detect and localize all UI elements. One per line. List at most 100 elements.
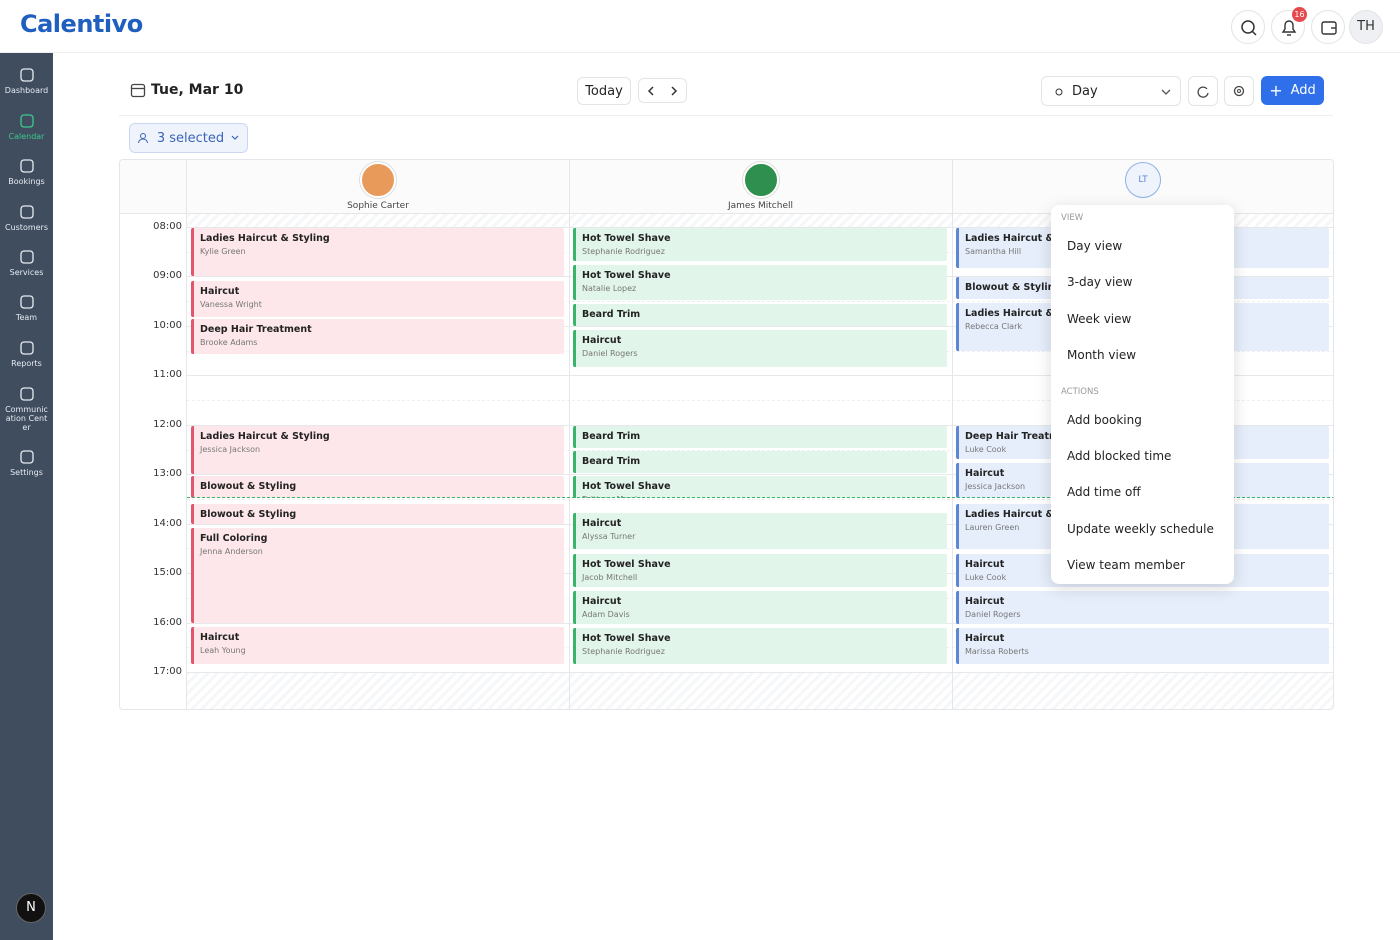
booking[interactable]: Haircut Adam Davis [573,591,947,624]
booking[interactable]: Haircut Vanessa Wright [191,281,564,317]
half-hour-line [187,400,1333,402]
sidebar-item[interactable]: Calendar [0,113,53,141]
booking-customer: Daniel Rogers [582,349,638,358]
booking-customer: Jenna Anderson [200,547,263,556]
sidebar-item[interactable]: Reports [0,340,53,368]
booking-service: Haircut [965,468,1005,479]
previous-button[interactable] [641,81,661,101]
hour-line [187,672,1333,674]
refresh-button[interactable] [1188,76,1218,106]
booking-service: Hot Towel Shave [582,233,671,244]
menu-item[interactable]: Add time off [1067,485,1141,500]
booking-service: Beard Trim [582,431,641,442]
booking-customer: Leah Young [200,646,246,655]
sidebar-label: Customers [4,223,49,232]
menu-section-title: ACTIONS [1061,386,1099,397]
booking-service: Haircut [200,286,240,297]
menu-item[interactable]: Update weekly schedule [1067,521,1214,536]
booking[interactable]: Hot Towel Shave Natalie Lopez [573,265,947,300]
current-date: Tue, Mar 10 [151,82,244,98]
off-hours [187,672,1333,709]
menu-item[interactable]: Add blocked time [1067,449,1172,463]
calendar-icon [130,82,146,102]
booking[interactable]: Ladies Haircut & Styling Jessica Jackson [191,426,564,474]
booking[interactable]: Hot Towel Shave Jacob Mitchell [573,554,947,587]
sidebar-icon [19,159,34,173]
booking-customer: Brittany Morris [582,495,941,498]
sidebar-item[interactable]: Communication Center [0,386,53,432]
view-select[interactable]: Day [1041,76,1181,106]
booking-customer: Daniel Rogers [965,610,1021,619]
add-button[interactable]: + Add [1261,76,1324,105]
booking-service: Haircut [582,335,622,346]
sidebar-item[interactable]: Team [0,294,53,322]
time-label: 16:00 [153,616,182,628]
staff-filter[interactable]: 3 selected [129,123,248,153]
booking-service: Haircut [965,633,1005,644]
column-border [952,160,953,709]
booking[interactable]: Blowout & Styling [191,504,564,524]
booking-service: Haircut [582,596,622,607]
booking[interactable]: Beard Trim [573,304,947,326]
booking-service: Deep Hair Treatment [200,324,312,335]
booking[interactable]: Ladies Haircut & Styling Kylie Green [191,228,564,276]
booking[interactable]: Blowout & Styling [191,476,564,498]
context-menu: VIEW Day view 3-day view Week view Month vie… [1051,205,1234,584]
sidebar-icon [19,68,34,82]
wallet-button[interactable] [1311,10,1345,44]
next-button[interactable] [664,81,684,101]
booking[interactable]: Haircut Leah Young [191,627,564,664]
booking[interactable]: Haircut Alyssa Turner [573,513,947,549]
booking-customer: Rebecca Clark [965,322,1022,331]
menu-item[interactable]: Add booking [1067,412,1142,427]
search-button[interactable] [1231,10,1265,44]
time-column-border [186,160,187,709]
booking-customer: Adam Davis [582,610,630,619]
staff-name: Sophie Carter [347,201,409,211]
booking[interactable]: Haircut Marissa Roberts [956,628,1329,664]
booking-service: Full Coloring [200,533,268,544]
date-nav [638,78,687,103]
off-hours [187,214,1333,227]
sidebar-label: Calendar [8,132,45,141]
booking[interactable]: Beard Trim [573,426,947,448]
add-label: Add [1290,83,1316,98]
menu-item[interactable]: View team member [1067,558,1185,573]
half-hour-line [187,449,1333,451]
menu-item[interactable]: Week view [1067,311,1132,326]
sidebar-item[interactable]: Dashboard [0,67,53,95]
sidebar-item[interactable]: Customers [0,204,53,232]
sidebar-item[interactable]: Services [0,249,53,277]
booking[interactable]: Hot Towel Shave Stephanie Rodriguez [573,228,947,261]
booking[interactable]: Beard Trim [573,451,947,473]
sidebar-item[interactable]: Bookings [0,158,53,186]
sidebar-label: Settings [10,468,43,477]
sidebar-icon [19,205,34,219]
menu-item[interactable]: 3-day view [1067,275,1133,290]
time-label: 15:00 [153,567,182,579]
sidebar-icon [19,387,34,401]
today-button[interactable]: Today [577,77,631,105]
sidebar-label: Communication Center [5,405,48,432]
sidebar-item[interactable]: Settings [0,449,53,477]
sidebar-label: Reports [11,359,42,368]
booking[interactable]: Haircut Daniel Rogers [956,591,1329,624]
booking-service: Hot Towel Shave [582,559,671,570]
staff-filter-label: 3 selected [156,130,225,146]
hour-line [187,227,1333,228]
booking-service: Beard Trim [582,309,641,320]
booking[interactable]: Hot Towel Shave Brittany Morris [573,476,947,498]
booking-service: Blowout & Styling [200,481,297,492]
menu-item[interactable]: Month view [1067,348,1137,363]
menu-item[interactable]: Day view [1067,239,1123,253]
booking-service: Hot Towel Shave [582,481,671,492]
logo[interactable]: Calentivo [20,10,143,38]
booking[interactable]: Haircut Daniel Rogers [573,330,947,367]
booking[interactable]: Hot Towel Shave Stephanie Rodriguez [573,628,947,664]
user-avatar[interactable]: TH [1349,10,1383,44]
settings-button[interactable] [1224,76,1254,106]
workspace-button[interactable]: N [16,893,46,923]
booking[interactable]: Deep Hair Treatment Brooke Adams [191,319,564,354]
booking[interactable]: Full Coloring Jenna Anderson [191,528,564,623]
booking-service: Haircut [965,559,1005,570]
